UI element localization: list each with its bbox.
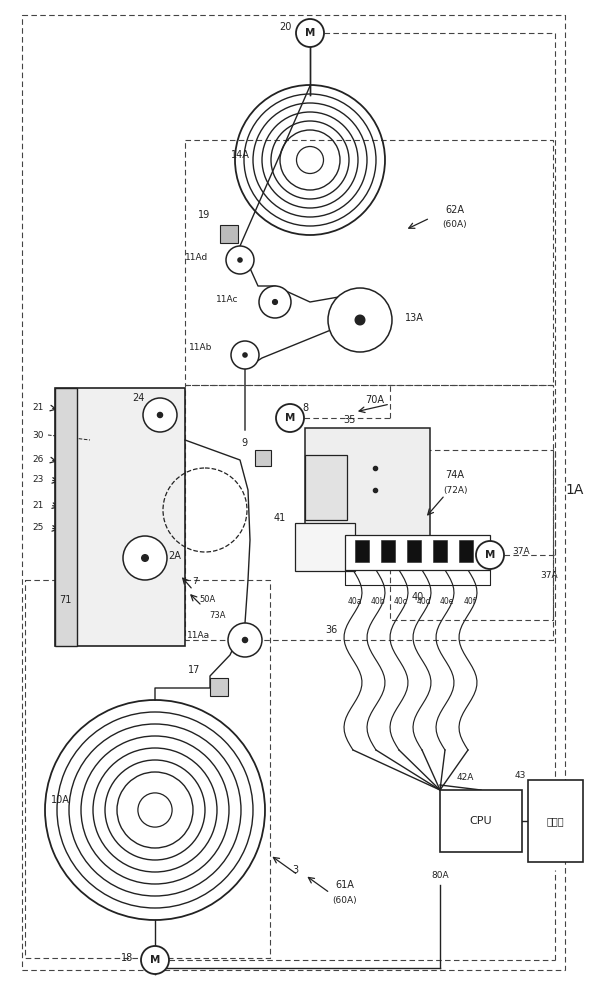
Text: M: M bbox=[485, 550, 495, 560]
Text: 43: 43 bbox=[515, 770, 526, 780]
Text: 40d: 40d bbox=[416, 597, 431, 606]
Bar bbox=[390, 450, 553, 620]
Text: 17: 17 bbox=[188, 665, 200, 675]
Text: 71: 71 bbox=[59, 595, 71, 605]
Bar bbox=[220, 225, 238, 243]
Text: 26: 26 bbox=[32, 456, 44, 464]
Text: 61A: 61A bbox=[336, 880, 355, 890]
Text: 显示器: 显示器 bbox=[546, 816, 564, 826]
Bar bbox=[381, 540, 395, 562]
Text: (60A): (60A) bbox=[333, 896, 358, 904]
Bar bbox=[433, 540, 447, 562]
Text: 23: 23 bbox=[32, 476, 44, 485]
Circle shape bbox=[243, 637, 247, 643]
Circle shape bbox=[276, 404, 304, 432]
Text: 80A: 80A bbox=[431, 870, 449, 880]
Text: 11Ab: 11Ab bbox=[188, 344, 212, 353]
Text: 3: 3 bbox=[292, 865, 298, 875]
Text: 10A: 10A bbox=[51, 795, 70, 805]
Text: 21: 21 bbox=[32, 500, 44, 510]
Text: 50A: 50A bbox=[199, 595, 215, 604]
Bar bbox=[295, 523, 355, 571]
Bar bbox=[255, 450, 271, 466]
Text: 25: 25 bbox=[32, 524, 44, 532]
Bar bbox=[305, 428, 430, 538]
Text: 11Aa: 11Aa bbox=[187, 631, 210, 640]
Bar bbox=[185, 140, 553, 385]
Text: M: M bbox=[285, 413, 295, 423]
Circle shape bbox=[355, 315, 365, 325]
Text: 21: 21 bbox=[32, 403, 44, 412]
Text: 18: 18 bbox=[121, 953, 133, 963]
Text: 19: 19 bbox=[198, 210, 210, 220]
Circle shape bbox=[238, 258, 242, 262]
Text: 73A: 73A bbox=[210, 611, 226, 620]
Text: 9: 9 bbox=[242, 438, 248, 448]
Text: 40e: 40e bbox=[440, 597, 454, 606]
Text: 40: 40 bbox=[411, 592, 423, 602]
Text: 30: 30 bbox=[32, 430, 44, 440]
Text: 42A: 42A bbox=[456, 774, 474, 782]
Text: (72A): (72A) bbox=[443, 486, 467, 494]
Text: 11Ad: 11Ad bbox=[185, 252, 208, 261]
Text: 2A: 2A bbox=[168, 551, 181, 561]
Bar bbox=[528, 780, 583, 862]
Bar bbox=[25, 580, 270, 958]
Bar bbox=[355, 540, 369, 562]
Text: 70A: 70A bbox=[366, 395, 385, 405]
Bar bbox=[55, 388, 185, 646]
Bar bbox=[407, 540, 421, 562]
Bar bbox=[185, 385, 553, 640]
Text: 1A: 1A bbox=[566, 483, 584, 497]
Circle shape bbox=[138, 793, 172, 827]
Text: 8: 8 bbox=[302, 403, 308, 413]
Text: M: M bbox=[150, 955, 160, 965]
Bar bbox=[459, 540, 473, 562]
Text: 14A: 14A bbox=[230, 150, 249, 160]
Text: 40a: 40a bbox=[348, 597, 362, 606]
Circle shape bbox=[157, 412, 163, 418]
Text: 24: 24 bbox=[133, 393, 145, 403]
Text: 37A: 37A bbox=[512, 548, 530, 556]
Text: CPU: CPU bbox=[469, 816, 492, 826]
Circle shape bbox=[296, 19, 324, 47]
Text: 40c: 40c bbox=[394, 597, 408, 606]
Circle shape bbox=[296, 146, 323, 174]
Text: 40f: 40f bbox=[464, 597, 477, 606]
Circle shape bbox=[328, 288, 392, 352]
Bar bbox=[305, 455, 347, 520]
Text: 36: 36 bbox=[326, 625, 338, 635]
Circle shape bbox=[476, 541, 504, 569]
Bar bbox=[210, 678, 228, 696]
Circle shape bbox=[259, 286, 291, 318]
Bar bbox=[440, 790, 522, 852]
Circle shape bbox=[228, 623, 262, 657]
Text: (60A): (60A) bbox=[443, 220, 467, 229]
Text: 11Ac: 11Ac bbox=[216, 296, 238, 304]
Circle shape bbox=[231, 341, 259, 369]
Text: M: M bbox=[305, 28, 315, 38]
Text: 20: 20 bbox=[280, 22, 292, 32]
Circle shape bbox=[226, 246, 254, 274]
Text: 37A: 37A bbox=[540, 570, 558, 580]
Circle shape bbox=[273, 300, 277, 304]
Text: 74A: 74A bbox=[445, 470, 465, 480]
Circle shape bbox=[142, 555, 148, 561]
Text: 7: 7 bbox=[192, 578, 198, 586]
Bar bbox=[55, 388, 77, 646]
Text: 40b: 40b bbox=[370, 597, 385, 606]
Circle shape bbox=[141, 946, 169, 974]
Circle shape bbox=[123, 536, 167, 580]
Text: 13A: 13A bbox=[405, 313, 424, 323]
Circle shape bbox=[243, 353, 247, 357]
Text: 35: 35 bbox=[344, 415, 356, 425]
Text: 62A: 62A bbox=[445, 205, 465, 215]
Bar bbox=[345, 535, 490, 570]
Bar bbox=[88, 430, 173, 615]
Text: 41: 41 bbox=[274, 513, 286, 523]
Circle shape bbox=[143, 398, 177, 432]
